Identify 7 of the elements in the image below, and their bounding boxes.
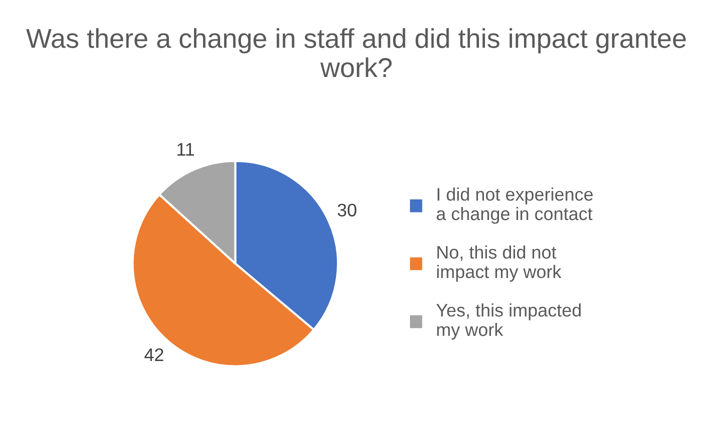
chart-title: Was there a change in staff and did this impact grantee work? bbox=[26, 28, 686, 78]
legend-label: I did not experience a change in contact bbox=[436, 187, 593, 224]
legend-label: No, this did not impact my work bbox=[437, 245, 562, 282]
data-label: 30 bbox=[338, 204, 356, 216]
data-label: 11 bbox=[177, 143, 194, 156]
data-label: 42 bbox=[144, 348, 164, 361]
legend-label: Yes, this impacted my work bbox=[436, 303, 581, 340]
